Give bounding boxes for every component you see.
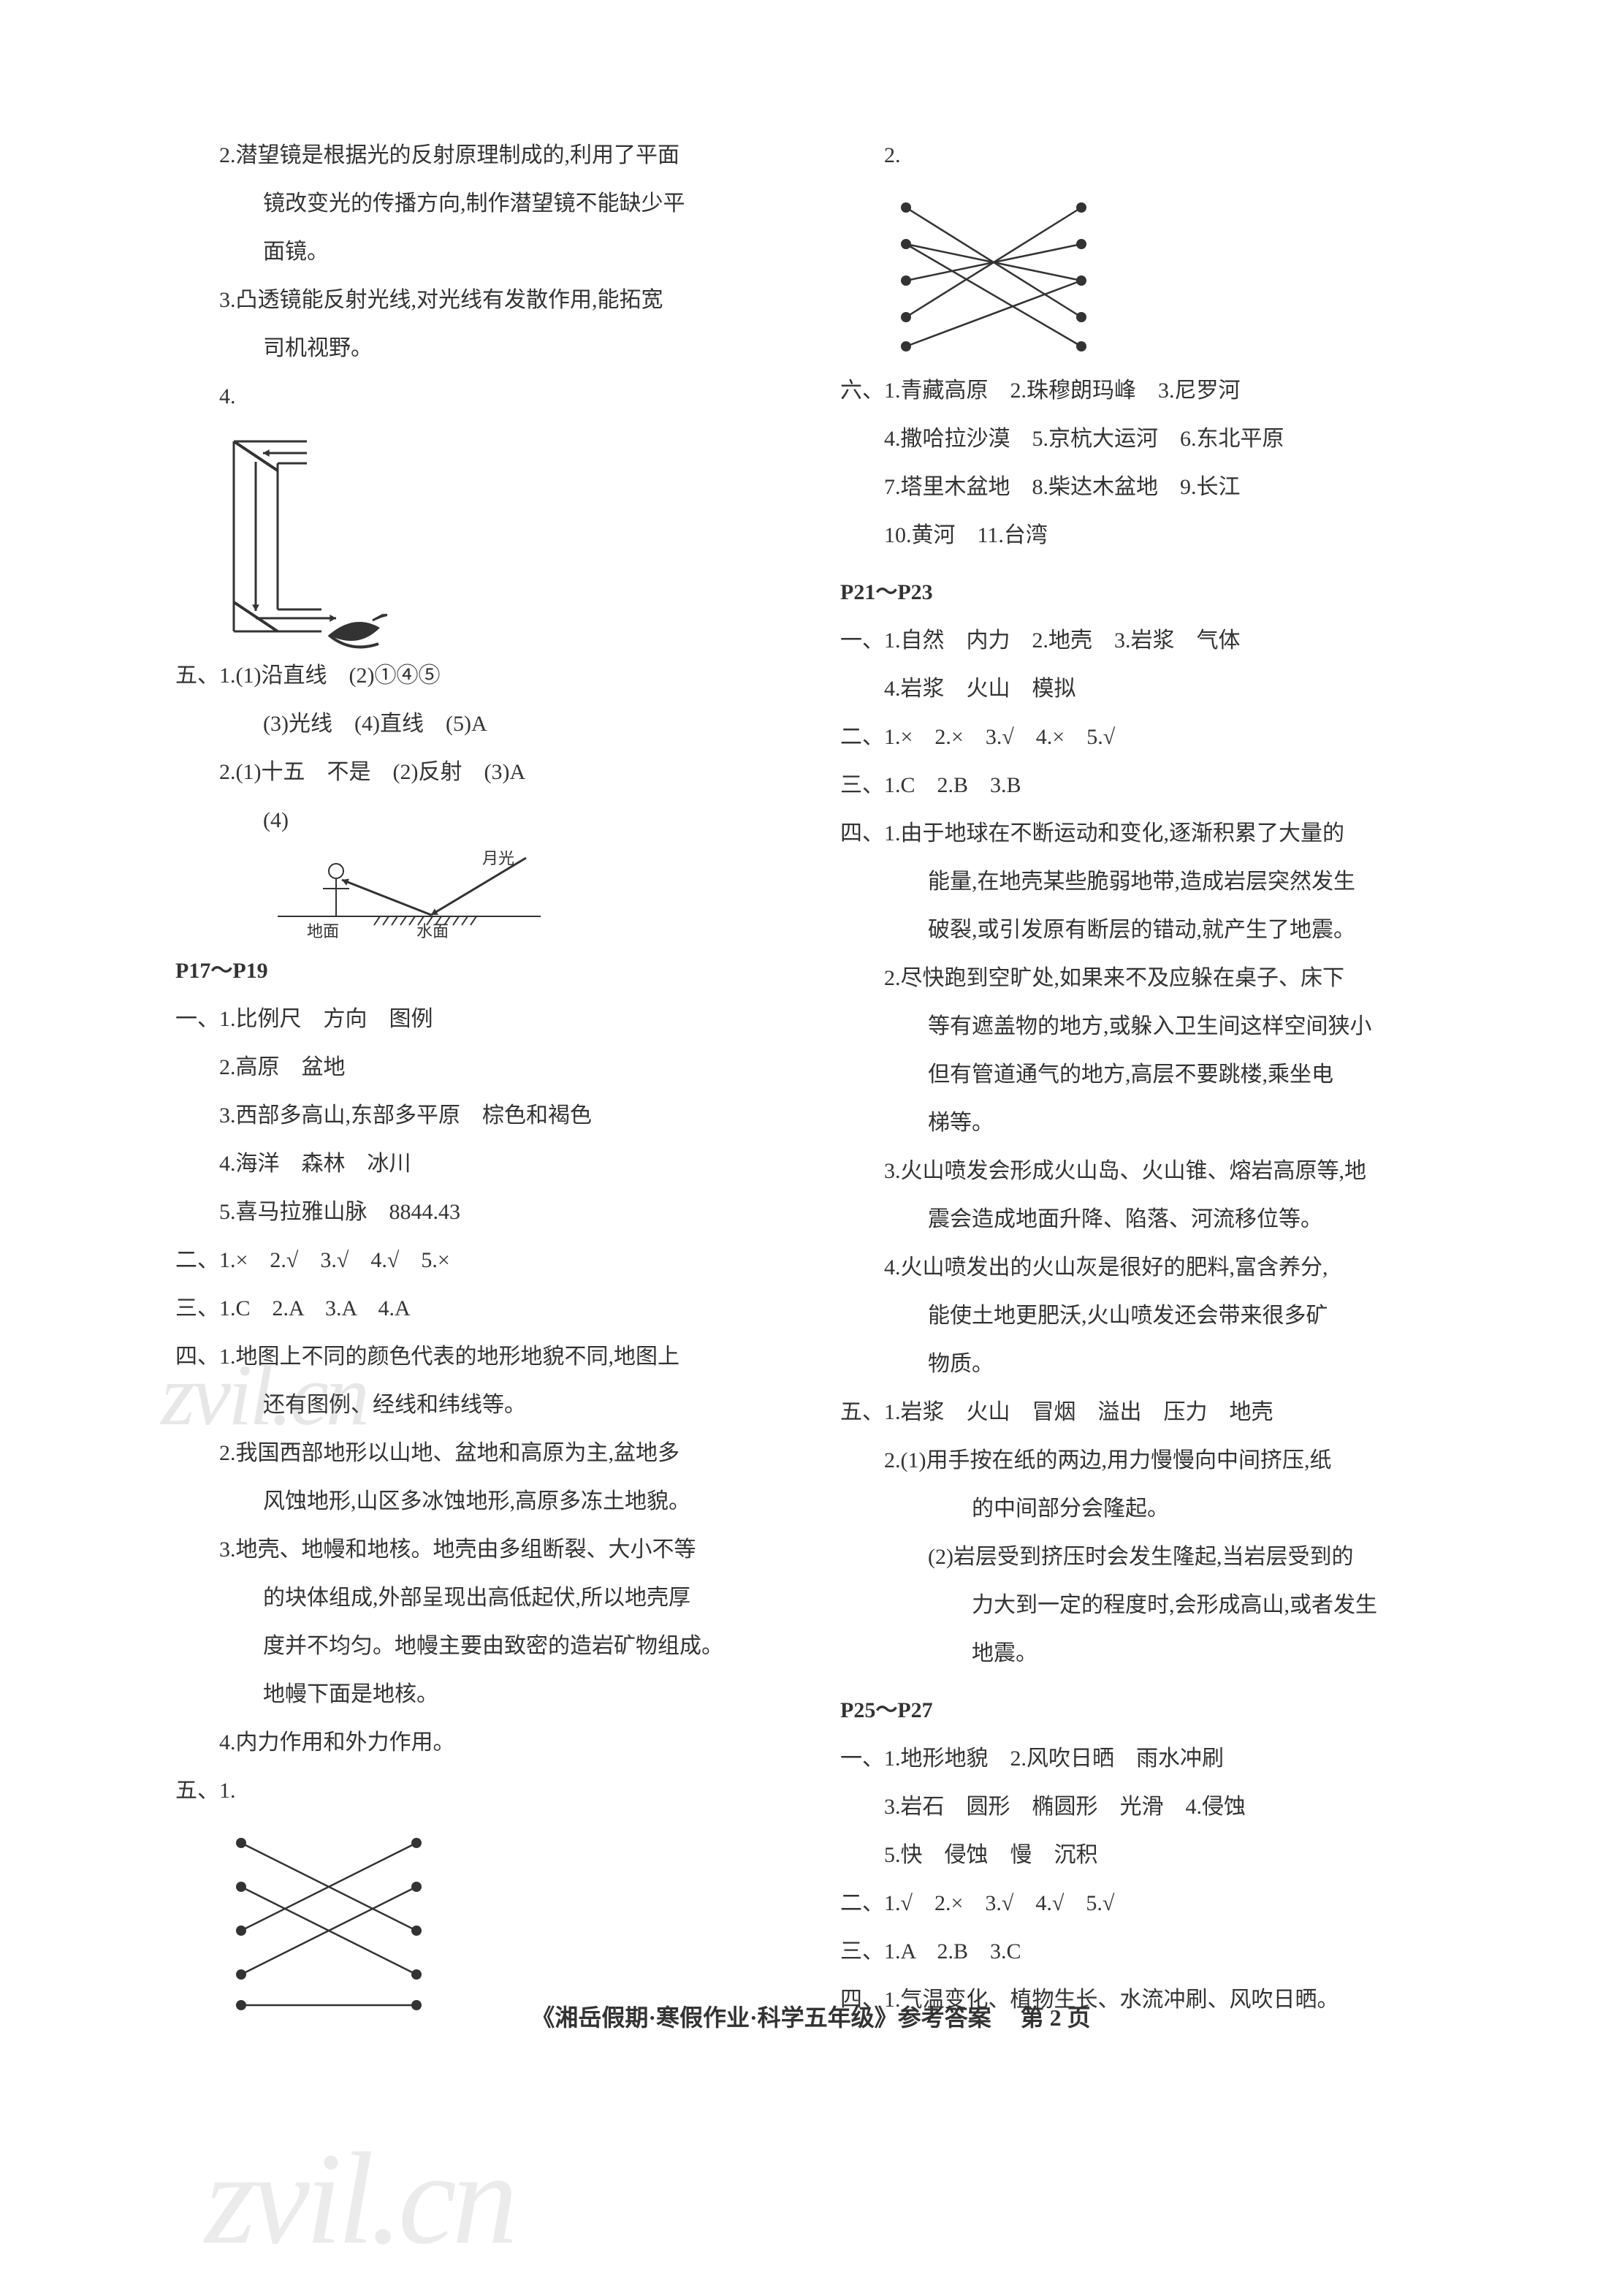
text-line: 2.潜望镜是根据光的反射原理制成的,利用了平面 — [175, 132, 782, 180]
text-line: 的中间部分会隆起。 — [840, 1485, 1447, 1533]
matching-diagram — [884, 186, 1103, 361]
text-line: 2.(1)用手按在纸的两边,用力慢慢向中间挤压,纸 — [840, 1437, 1447, 1485]
text-line: 的块体组成,外部呈现出高低起伏,所以地壳厚 — [175, 1574, 782, 1622]
text-line: 4.海洋 森林 冰川 — [175, 1140, 782, 1188]
text-line: 2.高原 盆地 — [175, 1044, 782, 1092]
text-line: 六、1.青藏高原 2.珠穆朗玛峰 3.尼罗河 — [840, 367, 1447, 415]
text-line: 等有遮盖物的地方,或躲入卫生间这样空间狭小 — [840, 1003, 1447, 1051]
text-line: 镜改变光的传播方向,制作潜望镜不能缺少平 — [175, 180, 782, 228]
footer-page: 第 2 页 — [1021, 1999, 1091, 2033]
footer-series: 《湘岳假期·寒假作业·科学五年级》参考答案 — [531, 1999, 991, 2033]
text-line: 三、1.C 2.A 3.A 4.A — [175, 1285, 782, 1333]
text-line: 2.(1)十五 不是 (2)反射 (3)A — [175, 748, 782, 797]
text-line: 度并不均匀。地幔主要由致密的造岩矿物组成。 — [175, 1622, 782, 1670]
text-line: (2)岩层受到挤压时会发生隆起,当岩层受到的 — [840, 1533, 1447, 1581]
content-columns: 2.潜望镜是根据光的反射原理制成的,利用了平面镜改变光的传播方向,制作潜望镜不能… — [175, 132, 1447, 2046]
text-line: 4.内力作用和外力作用。 — [175, 1719, 782, 1767]
text-line: 力大到一定的程度时,会形成高山,或者发生 — [840, 1581, 1447, 1630]
text-line: 能使土地更肥沃,火山喷发还会带来很多矿 — [840, 1292, 1447, 1340]
text-line: 地震。 — [840, 1630, 1447, 1678]
svg-text:水面: 水面 — [416, 922, 449, 940]
text-line: 2. — [840, 132, 1447, 180]
text-line: (3)光线 (4)直线 (5)A — [175, 700, 782, 748]
text-line: 震会造成地面升降、陷落、河流移位等。 — [840, 1195, 1447, 1244]
svg-text:月光: 月光 — [482, 851, 514, 867]
line-label: 2. — [884, 132, 901, 180]
eye-icon — [321, 613, 387, 657]
reflection-diagram: 月光地面 水面 — [263, 851, 555, 938]
text-line: 3.地壳、地幔和地核。地壳由多组断裂、大小不等 — [175, 1526, 782, 1574]
text-line: 4.撒哈拉沙漠 5.京杭大运河 6.东北平原 — [840, 415, 1447, 463]
text-line: 4. — [175, 373, 782, 421]
text-line: 还有图例、经线和纬线等。 — [175, 1381, 782, 1429]
text-line: 四、1.由于地球在不断运动和变化,逐渐积累了大量的 — [840, 810, 1447, 858]
right-column: 2. 六、1.青藏高原 2.珠穆朗玛峰 3.尼罗河4.撒哈拉沙漠 5.京杭大运河 … — [840, 132, 1447, 2046]
text-line: 二、1.× 2.× 3.√ 4.× 5.√ — [840, 713, 1447, 761]
text-line: 五、1.(1)沿直线 (2)①④⑤ — [175, 652, 782, 700]
page-footer: 《湘岳假期·寒假作业·科学五年级》参考答案 第 2 页 — [0, 1999, 1622, 2033]
text-line: 3.岩石 圆形 椭圆形 光滑 4.侵蚀 — [840, 1783, 1447, 1831]
text-line: 但有管道通气的地方,高层不要跳楼,乘坐电 — [840, 1051, 1447, 1099]
text-line: P25～P27 — [840, 1687, 1447, 1735]
text-line: 5.快 侵蚀 慢 沉积 — [840, 1831, 1447, 1879]
text-line: 五、1. — [175, 1767, 782, 1815]
matching-diagram — [219, 1821, 438, 2011]
text-line: 4.岩浆 火山 模拟 — [840, 665, 1447, 713]
text-line: 二、1.× 2.√ 3.√ 4.√ 5.× — [175, 1236, 782, 1285]
text-line: 破裂,或引发原有断层的错动,就产生了地震。 — [840, 906, 1447, 954]
text-line: 面镜。 — [175, 228, 782, 276]
text-line: P17～P19 — [175, 947, 782, 995]
text-line: 物质。 — [840, 1340, 1447, 1388]
text-line: 司机视野。 — [175, 324, 782, 373]
text-line: 能量,在地壳某些脆弱地带,造成岩层突然发生 — [840, 858, 1447, 906]
svg-text:地面: 地面 — [307, 922, 339, 940]
text-line: 5.喜马拉雅山脉 8844.43 — [175, 1188, 782, 1236]
text-line: 二、1.√ 2.× 3.√ 4.√ 5.√ — [840, 1879, 1447, 1928]
text-line: 10.黄河 11.台湾 — [840, 512, 1447, 560]
text-line: 2.我国西部地形以山地、盆地和高原为主,盆地多 — [175, 1429, 782, 1478]
line-label: (4) — [263, 797, 289, 845]
text-line: 2.尽快跑到空旷处,如果来不及应躲在桌子、床下 — [840, 954, 1447, 1003]
text-line: 3.凸透镜能反射光线,对光线有发散作用,能拓宽 — [175, 276, 782, 324]
text-line: 四、1.地图上不同的颜色代表的地形地貌不同,地图上 — [175, 1333, 782, 1381]
text-line: 3.西部多高山,东部多平原 棕色和褐色 — [175, 1092, 782, 1140]
text-line: 7.塔里木盆地 8.柴达木盆地 9.长江 — [840, 463, 1447, 512]
text-line: 三、1.C 2.B 3.B — [840, 761, 1447, 810]
left-column: 2.潜望镜是根据光的反射原理制成的,利用了平面镜改变光的传播方向,制作潜望镜不能… — [175, 132, 782, 2046]
line-label: 五、1. — [175, 1767, 236, 1815]
text-line: 三、1.A 2.B 3.C — [840, 1928, 1447, 1976]
text-line: 五、1.岩浆 火山 冒烟 溢出 压力 地壳 — [840, 1388, 1447, 1437]
text-line: 3.火山喷发会形成火山岛、火山锥、熔岩高原等,地 — [840, 1147, 1447, 1195]
text-line: (4) — [175, 797, 782, 845]
text-line: 地幔下面是地核。 — [175, 1670, 782, 1719]
periscope-diagram — [219, 427, 365, 646]
text-line: P21～P23 — [840, 569, 1447, 617]
text-line: 一、1.比例尺 方向 图例 — [175, 995, 782, 1044]
text-line: 风蚀地形,山区多冰蚀地形,高原多冻土地貌。 — [175, 1478, 782, 1526]
watermark: zvil.cn — [205, 2123, 514, 2274]
text-line: 4.火山喷发出的火山灰是很好的肥料,富含养分, — [840, 1244, 1447, 1292]
text-line: 一、1.自然 内力 2.地壳 3.岩浆 气体 — [840, 617, 1447, 665]
page: 2.潜望镜是根据光的反射原理制成的,利用了平面镜改变光的传播方向,制作潜望镜不能… — [0, 0, 1622, 2296]
line-label: 4. — [219, 373, 236, 421]
text-line: 一、1.地形地貌 2.风吹日晒 雨水冲刷 — [840, 1735, 1447, 1783]
text-line: 梯等。 — [840, 1099, 1447, 1147]
